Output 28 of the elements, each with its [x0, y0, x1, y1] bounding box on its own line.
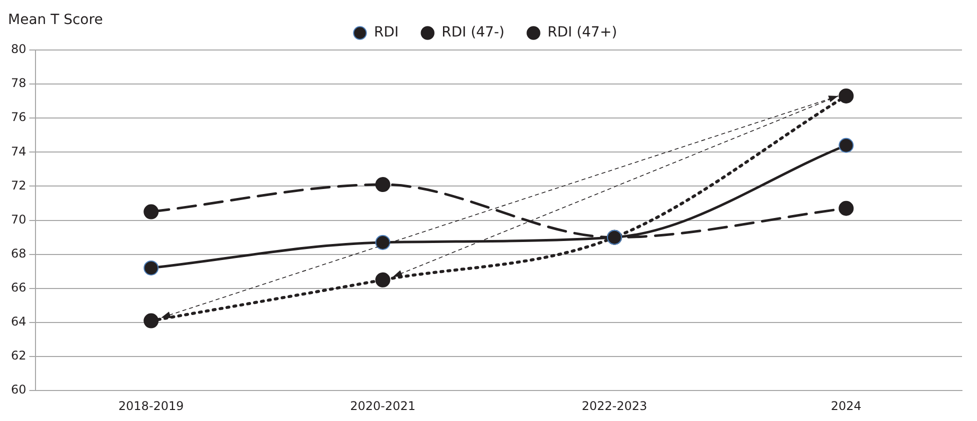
y-tick-label: 62	[10, 348, 26, 363]
point	[838, 200, 854, 216]
y-tick-label: 60	[10, 382, 26, 397]
y-tick-label: 76	[10, 110, 26, 124]
point	[838, 138, 854, 153]
y-axis-title: Mean T Score	[8, 12, 103, 28]
y-tick-label: 80	[10, 42, 26, 56]
x-tick-label: 2018-2019	[118, 398, 184, 413]
x-tick-label: 2024	[830, 398, 862, 413]
legend-label: RDI (47-)	[442, 24, 504, 41]
y-tick-label: 72	[10, 178, 26, 192]
point	[144, 260, 159, 276]
x-tick-label: 2020-2021	[350, 398, 416, 413]
legend-label: RDI	[374, 24, 399, 41]
y-tick-label: 78	[10, 76, 26, 90]
point	[375, 272, 390, 288]
point	[838, 88, 854, 104]
point	[144, 204, 159, 220]
point	[375, 177, 390, 192]
legend-label: RDI (47+)	[547, 24, 618, 41]
point	[375, 234, 390, 250]
y-tick-label: 70	[10, 212, 26, 226]
x-tick-label: 2022-2023	[582, 398, 648, 413]
y-tick-label: 64	[10, 314, 26, 329]
y-tick-label: 74	[10, 144, 26, 158]
y-tick-label: 66	[10, 280, 26, 295]
point	[144, 313, 159, 328]
y-tick-label: 68	[10, 246, 26, 260]
